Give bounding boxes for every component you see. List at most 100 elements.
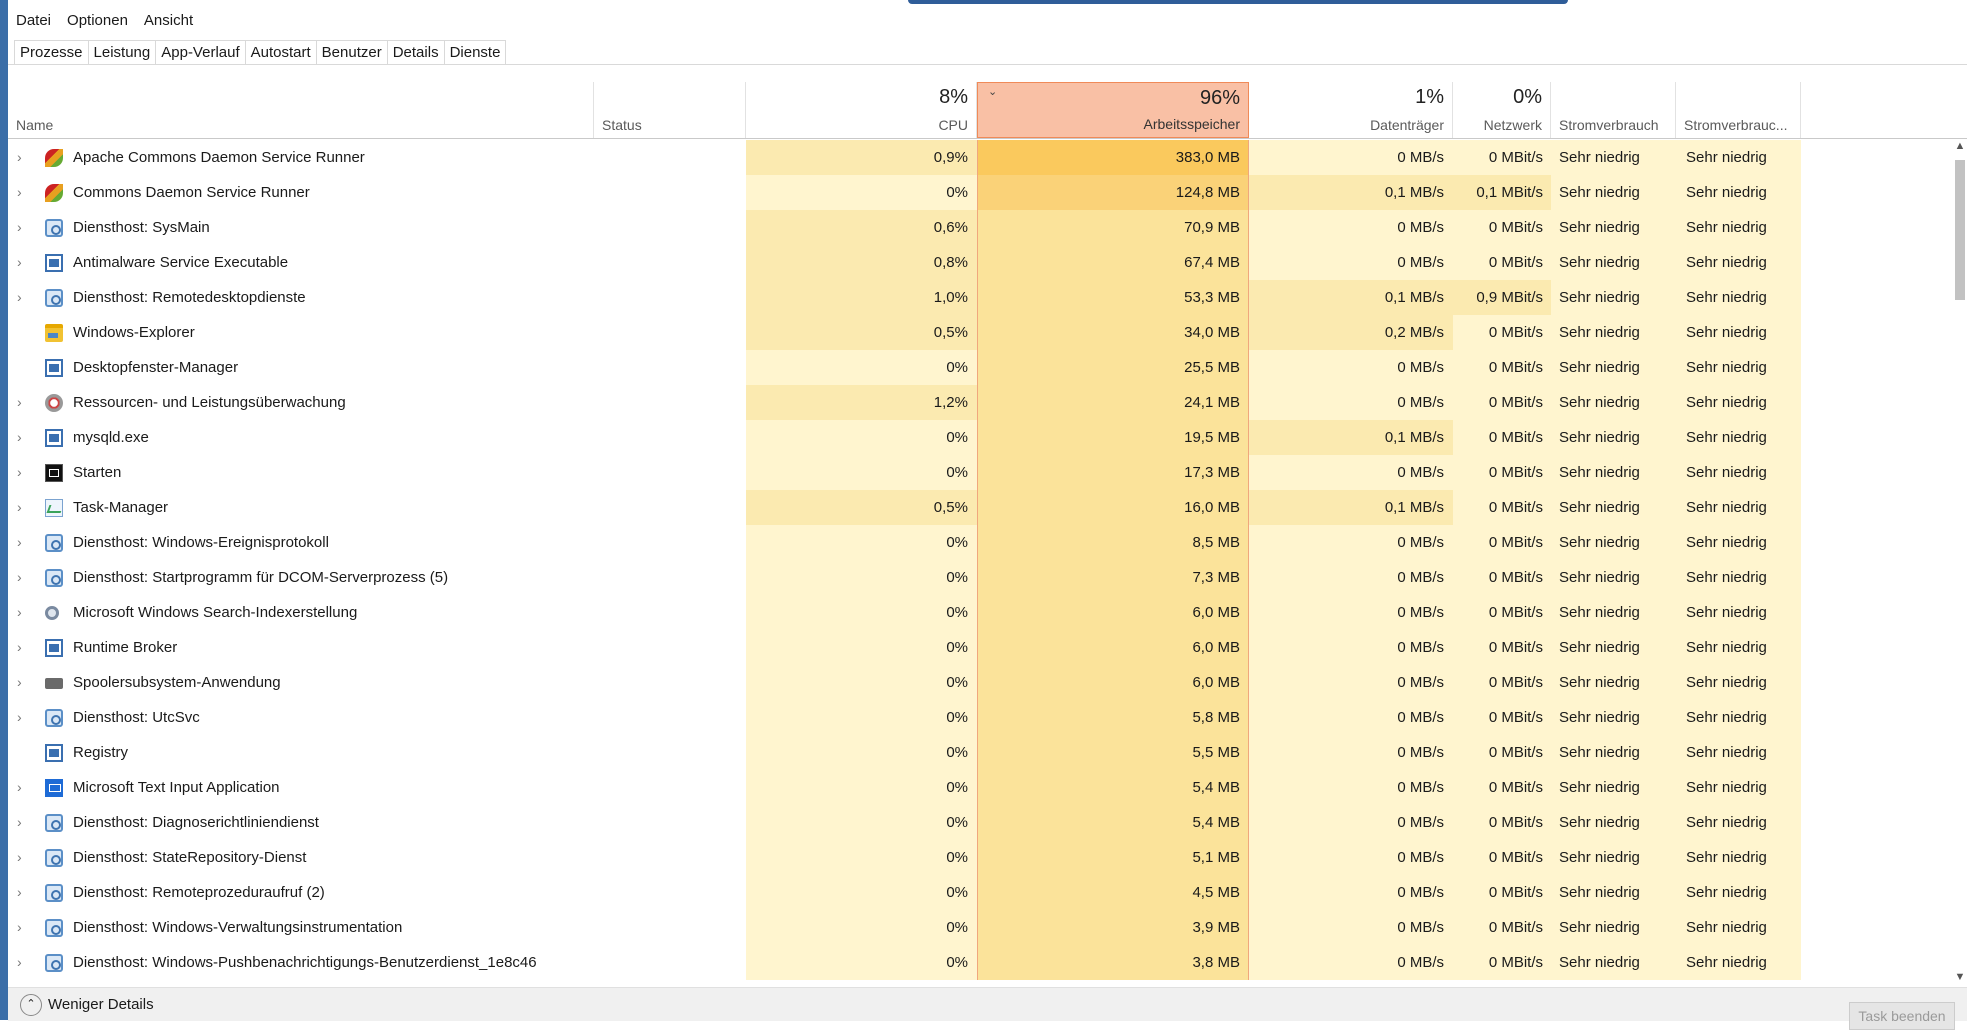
chevron-right-icon[interactable]: › [17,534,22,550]
cell-cpu: 0% [746,350,977,385]
chevron-right-icon[interactable]: › [17,674,22,690]
scroll-down-icon[interactable]: ▼ [1954,971,1966,983]
chevron-right-icon[interactable]: › [17,709,22,725]
table-row[interactable]: › Apache Commons Daemon Service Runner 0,9… [8,140,1948,175]
cell-name: › Diensthost: Startprogramm für DCOM-Serv… [8,560,594,595]
col-cpu[interactable]: 8% CPU [746,82,977,138]
cell-cpu: 1,0% [746,280,977,315]
col-status[interactable]: Status [594,82,746,138]
col-memory[interactable]: ⌄ 96% Arbeitsspeicher [977,82,1249,138]
table-row[interactable]: › Microsoft Text Input Application 0% 5,4 M… [8,770,1948,805]
process-name: Diensthost: UtcSvc [73,709,200,726]
table-row[interactable]: › Diensthost: Remoteprozeduraufruf (2) 0% 4… [8,875,1948,910]
tab-leistung[interactable]: Leistung [88,40,157,65]
menu-ansicht[interactable]: Ansicht [143,12,194,29]
chevron-right-icon[interactable]: › [17,464,22,480]
chevron-right-icon[interactable]: › [17,289,22,305]
table-row[interactable]: › Diensthost: Remotedesktopdienste 1,0% 53,… [8,280,1948,315]
cell-network: 0,9 MBit/s [1453,280,1551,315]
chevron-right-icon[interactable]: › [17,219,22,235]
table-row[interactable]: › Diensthost: Windows-Verwaltungsinstrume… [8,910,1948,945]
cell-cpu: 0% [746,175,977,210]
process-name: Commons Daemon Service Runner [73,184,310,201]
table-row[interactable]: › Diensthost: Startprogramm für DCOM-Serv… [8,560,1948,595]
cell-name: › Spoolersubsystem-Anwendung [8,665,594,700]
chevron-right-icon[interactable]: › [17,919,22,935]
sort-descending-icon: ⌄ [988,86,998,98]
process-name: Diensthost: SysMain [73,219,210,236]
tab-dienste[interactable]: Dienste [444,40,507,65]
process-name: Diensthost: Windows-Pushbenachrichtigung… [73,954,537,971]
table-row[interactable]: › Task-Manager 0,5% 16,0 MB 0,1 MB/s 0 MBit/s… [8,490,1948,525]
table-row[interactable]: › Diensthost: UtcSvc 0% 5,8 MB 0 MB/s 0 MBit/… [8,700,1948,735]
table-row[interactable]: Windows-Explorer 0,5% 34,0 MB 0,2 MB/s 0 MBi… [8,315,1948,350]
chevron-right-icon[interactable]: › [17,884,22,900]
table-row[interactable]: Desktopfenster-Manager 0% 25,5 MB 0 MB/s 0 M… [8,350,1948,385]
col-memory-label: Arbeitsspeicher [1143,116,1241,132]
table-row[interactable]: › Diensthost: Windows-Ereignisprotokoll 0%… [8,525,1948,560]
tab-benutzer[interactable]: Benutzer [316,40,388,65]
chevron-right-icon[interactable]: › [17,814,22,830]
cell-disk: 0 MB/s [1249,210,1453,245]
chevron-right-icon[interactable]: › [17,604,22,620]
cell-status [594,910,746,945]
table-row[interactable]: › mysqld.exe 0% 19,5 MB 0,1 MB/s 0 MBit/s Sehr… [8,420,1948,455]
process-name: Microsoft Windows Search-Indexerstellung [73,604,358,621]
tab-prozesse[interactable]: Prozesse [14,40,89,65]
cell-memory: 5,8 MB [977,700,1249,735]
scroll-up-icon[interactable]: ▲ [1954,140,1966,152]
table-row[interactable]: › Diensthost: Diagnoserichtliniendienst 0%… [8,805,1948,840]
col-power-trend[interactable]: Stromverbrauc... [1676,82,1801,138]
chevron-right-icon[interactable]: › [17,954,22,970]
cell-power-trend: Sehr niedrig [1676,420,1801,455]
cell-cpu: 0% [746,560,977,595]
chevron-right-icon[interactable]: › [17,639,22,655]
col-network[interactable]: 0% Netzwerk [1453,82,1551,138]
cell-power: Sehr niedrig [1551,805,1676,840]
table-row[interactable]: Registry 0% 5,5 MB 0 MB/s 0 MBit/s Sehr niedr… [8,735,1948,770]
table-row[interactable]: › Diensthost: SysMain 0,6% 70,9 MB 0 MB/s 0 M… [8,210,1948,245]
chevron-right-icon[interactable]: › [17,149,22,165]
menu-optionen[interactable]: Optionen [67,12,128,29]
table-row[interactable]: › Spoolersubsystem-Anwendung 0% 6,0 MB 0 MB/… [8,665,1948,700]
chevron-right-icon[interactable]: › [17,849,22,865]
table-row[interactable]: › Diensthost: StateRepository-Dienst 0% 5,1… [8,840,1948,875]
cell-power: Sehr niedrig [1551,560,1676,595]
cell-name: › Ressourcen- und Leistungsüberwachung [8,385,594,420]
col-name[interactable]: Name [8,82,594,138]
col-power[interactable]: Stromverbrauch [1551,82,1676,138]
cell-power: Sehr niedrig [1551,210,1676,245]
cell-network: 0 MBit/s [1453,140,1551,175]
chevron-right-icon[interactable]: › [17,184,22,200]
table-row[interactable]: › Diensthost: Windows-Pushbenachrichtigun… [8,945,1948,980]
end-task-button[interactable]: Task beenden [1849,1002,1955,1030]
gear-icon [45,569,63,587]
table-row[interactable]: › Runtime Broker 0% 6,0 MB 0 MB/s 0 MBit/s Seh… [8,630,1948,665]
tab-details[interactable]: Details [387,40,445,65]
chevron-right-icon[interactable]: › [17,254,22,270]
col-disk[interactable]: 1% Datenträger [1249,82,1453,138]
cell-power-trend: Sehr niedrig [1676,490,1801,525]
process-name: Runtime Broker [73,639,178,656]
chevron-right-icon[interactable]: › [17,499,22,515]
chevron-right-icon[interactable]: › [17,569,22,585]
window-drag-accent [908,0,1568,4]
table-row[interactable]: › Antimalware Service Executable 0,8% 67,4 … [8,245,1948,280]
table-row[interactable]: › Starten 0% 17,3 MB 0 MB/s 0 MBit/s Sehr nied… [8,455,1948,490]
tab-autostart[interactable]: Autostart [245,40,317,65]
tab-app-verlauf[interactable]: App-Verlauf [156,40,246,65]
table-row[interactable]: › Ressourcen- und Leistungsüberwachung 1,2… [8,385,1948,420]
cell-name: › Diensthost: SysMain [8,210,594,245]
col-network-percent: 0% [1513,86,1542,108]
chevron-right-icon[interactable]: › [17,779,22,795]
vertical-scrollbar[interactable]: ▲ ▼ [1953,140,1967,987]
scroll-thumb[interactable] [1955,160,1965,300]
chevron-right-icon[interactable]: › [17,394,22,410]
menu-datei[interactable]: Datei [16,12,52,29]
table-row[interactable]: › Commons Daemon Service Runner 0% 124,8 MB… [8,175,1948,210]
cell-network: 0 MBit/s [1453,350,1551,385]
fewer-details-button[interactable]: ⌃ Weniger Details [20,994,154,1016]
chevron-right-icon[interactable]: › [17,429,22,445]
table-row[interactable]: › Microsoft Windows Search-Indexerstellun… [8,595,1948,630]
cell-memory: 24,1 MB [977,385,1249,420]
